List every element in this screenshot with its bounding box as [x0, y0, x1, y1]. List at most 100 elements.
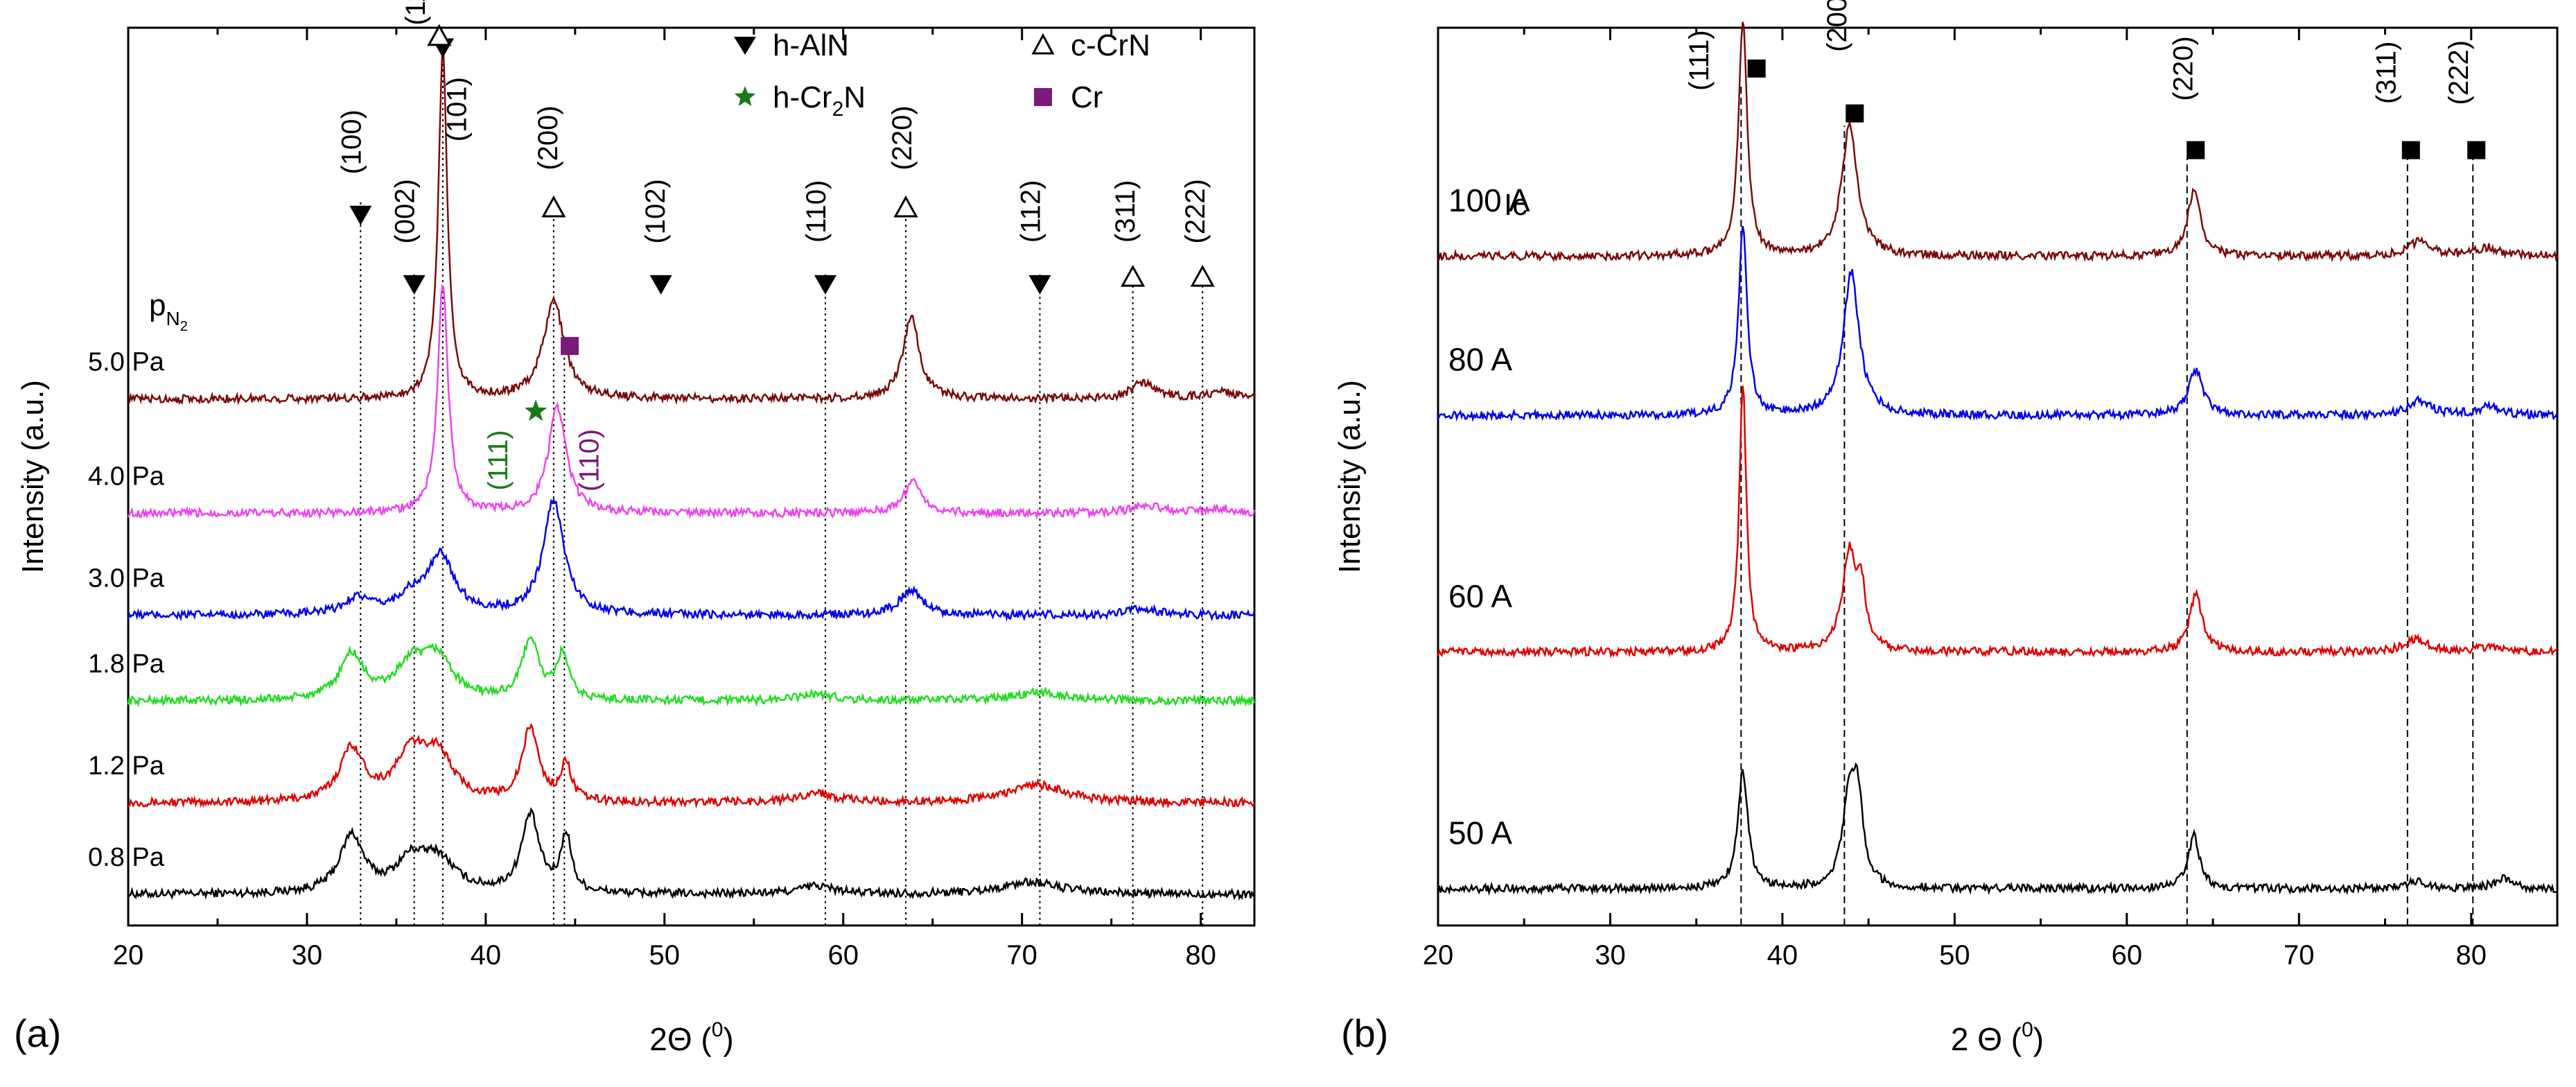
- c-crn-marker: [893, 195, 918, 218]
- series-line: [128, 722, 1256, 809]
- panel-a: 20 30 40 50 60 70 800.8 Pa1.2 Pa1.8 Pa3.0 Pa4.…: [14, 0, 1256, 1057]
- x-axis-title-main: 2 Θ (: [1951, 1021, 2022, 1057]
- x-axis-title: 2Θ (0): [649, 1018, 733, 1057]
- miller-index-label: (311): [2371, 42, 2401, 104]
- x-tick-label: 40: [471, 940, 502, 971]
- x-axis-title-sup: 0: [712, 1018, 724, 1041]
- miller-index-label: (200): [533, 105, 563, 170]
- series-label: 50 A: [1448, 815, 1512, 851]
- h-aln-marker: [649, 275, 672, 295]
- series-line: [1437, 21, 2559, 263]
- series-label: 1.8 Pa: [88, 650, 165, 679]
- series-heading: pN2: [149, 288, 188, 334]
- legend-label: h-Cr2N: [773, 80, 866, 121]
- x-tick-label: 20: [1423, 940, 1454, 971]
- panel-label: (b): [1341, 1011, 1388, 1055]
- h-aln-marker: [403, 275, 426, 295]
- series-heading-p: p: [149, 288, 166, 322]
- series-line: [128, 50, 1256, 406]
- x-tick-label: 80: [2456, 940, 2487, 971]
- series-line: [127, 284, 1256, 520]
- x-tick-label: 80: [1185, 940, 1216, 971]
- series-line: [127, 636, 1256, 708]
- miller-index-label: (110): [574, 429, 604, 492]
- miller-index-label: (220): [887, 105, 918, 170]
- legend-label-main: h-Cr: [773, 80, 832, 114]
- x-tick-label: 60: [827, 940, 859, 971]
- c-crn-marker: [427, 24, 452, 46]
- cr-marker: [1747, 59, 1766, 78]
- x-tick-label: 70: [1006, 940, 1037, 971]
- cr-marker: [2467, 141, 2486, 159]
- x-axis-title-close: ): [723, 1021, 733, 1057]
- series-line: [127, 497, 1256, 622]
- miller-index-label: (002): [390, 179, 421, 243]
- miller-index-label: (112): [1015, 180, 1046, 243]
- legend-marker-cr: [1034, 88, 1052, 106]
- x-axis-title-close: ): [2033, 1021, 2044, 1057]
- plot-frame: [127, 26, 1256, 927]
- legend-marker-c-crn: [1031, 33, 1055, 55]
- x-axis-title-sup: 0: [2022, 1018, 2033, 1041]
- series-line: [127, 807, 1256, 901]
- cr-marker: [2401, 141, 2420, 159]
- series-label: 100 A: [1448, 182, 1530, 218]
- panel-label: (a): [14, 1011, 61, 1055]
- x-tick-label: 60: [2112, 940, 2143, 971]
- series-heading: Ic: [1504, 188, 1527, 222]
- series-label: 4.0 Pa: [88, 462, 165, 491]
- miller-index-label: (311): [1110, 180, 1141, 243]
- series-label: 5.0 Pa: [88, 347, 165, 376]
- miller-index-label: (102): [640, 179, 671, 243]
- miller-index-label: (200): [1822, 0, 1852, 52]
- cr-marker: [1846, 104, 1864, 123]
- c-crn-marker: [1121, 264, 1146, 287]
- h-aln-marker: [1028, 275, 1051, 295]
- cr-marker: [2187, 141, 2205, 159]
- series-label: 3.0 Pa: [88, 564, 165, 593]
- series-label: 60 A: [1448, 578, 1512, 614]
- c-crn-marker: [541, 195, 566, 218]
- plot-frame: [1437, 26, 2559, 927]
- c-crn-marker: [1190, 264, 1215, 287]
- miller-index-label: (100): [336, 110, 367, 174]
- x-tick-label: 50: [1939, 940, 1970, 971]
- miller-index-label: (101): [442, 77, 473, 141]
- x-axis-title: 2 Θ (0): [1951, 1018, 2044, 1057]
- series-heading-2: 2: [180, 319, 188, 334]
- legend-marker-h-cr2n: [734, 86, 756, 106]
- legend-label: c-CrN: [1071, 28, 1150, 62]
- x-tick-label: 70: [2284, 940, 2315, 971]
- legend-marker-h-aln: [734, 37, 756, 55]
- h-aln-marker: [814, 275, 836, 295]
- y-axis-title: Intensity (a.u.): [1333, 380, 1367, 573]
- h-aln-marker: [349, 205, 372, 225]
- miller-index-label: (111): [1684, 30, 1715, 90]
- x-tick-label: 50: [649, 940, 681, 971]
- legend-label-sub: 2: [832, 98, 844, 121]
- series-label: 1.2 Pa: [88, 751, 165, 781]
- series-line: [1437, 762, 2558, 896]
- series-line: [1437, 225, 2559, 422]
- x-tick-label: 20: [113, 940, 144, 971]
- miller-index-label: (110): [801, 180, 832, 243]
- x-tick-label: 30: [1595, 940, 1626, 971]
- series-line: [1437, 385, 2558, 659]
- series-heading-n: N: [166, 308, 179, 329]
- y-axis-title: Intensity (a.u.): [16, 380, 50, 573]
- cr-marker: [561, 337, 579, 356]
- x-tick-label: 40: [1767, 940, 1798, 971]
- legend-label: Cr: [1071, 80, 1103, 114]
- miller-index-label: (111): [401, 0, 431, 26]
- h-cr2n-marker: [524, 399, 547, 421]
- x-axis-title-main: 2Θ (: [649, 1021, 712, 1057]
- miller-index-label: (220): [2168, 36, 2198, 101]
- legend-label-tail: N: [843, 80, 866, 114]
- legend-label: h-AlN: [773, 28, 849, 62]
- series-label: 0.8 Pa: [88, 843, 165, 872]
- series-label: 80 A: [1448, 341, 1512, 377]
- miller-index-label: (222): [2444, 40, 2474, 105]
- miller-index-label: (111): [483, 430, 514, 490]
- x-tick-label: 30: [292, 940, 323, 971]
